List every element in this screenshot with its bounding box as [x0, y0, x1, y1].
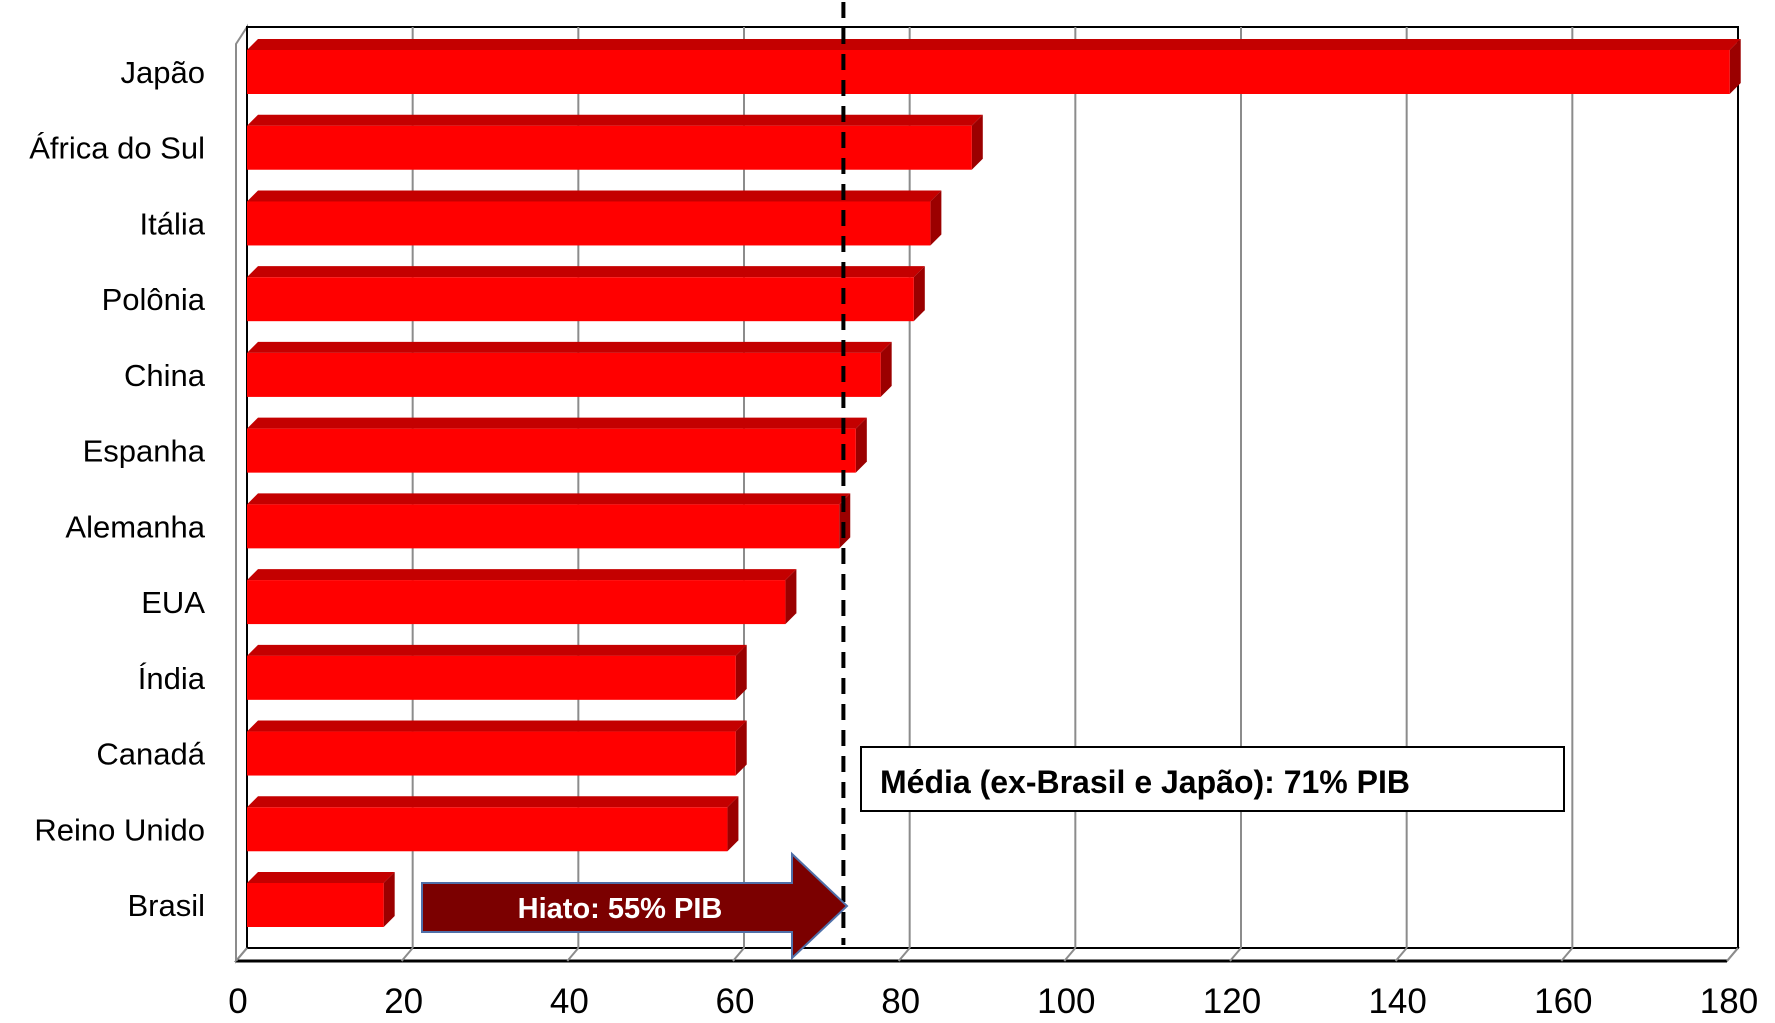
bar-side [383, 872, 395, 927]
floor-gridline [235, 947, 248, 962]
average-annotation-text: Média (ex-Brasil e Japão): 71% PIB [880, 764, 1410, 800]
category-label: Brasil [127, 888, 205, 923]
floor-gridline [1229, 947, 1242, 962]
plot-frame [246, 26, 1739, 949]
category-label: Espanha [83, 434, 206, 469]
x-tick-label: 180 [1700, 982, 1758, 1021]
bar-side [735, 720, 747, 776]
bar-side [930, 190, 942, 246]
bar [247, 883, 384, 927]
category-label: Canadá [96, 737, 205, 772]
floor-gridline [1560, 947, 1574, 962]
bars [247, 39, 1741, 927]
average-annotation-box [860, 746, 1565, 812]
bar-top [247, 266, 925, 278]
gap-arrow [421, 851, 849, 961]
bar [247, 504, 840, 549]
bar-top [247, 114, 983, 126]
x-tick-labels: 0 20 40 60 80 100 120 140 160 180 [228, 982, 1758, 1021]
bar-top [247, 39, 1741, 50]
x-tick-label: 160 [1534, 982, 1592, 1021]
x-tick-label: 60 [716, 982, 755, 1021]
bar [247, 201, 931, 246]
floor-gridline [1726, 947, 1739, 962]
bar-top [247, 417, 867, 429]
bar [247, 428, 856, 473]
floor-gridline [1063, 947, 1077, 962]
bar-top [247, 569, 797, 581]
x-tick-label: 100 [1037, 982, 1095, 1021]
bar-top [247, 644, 747, 656]
bar [247, 50, 1730, 94]
bar-top [247, 190, 942, 202]
bar-side [880, 341, 892, 397]
x-tick-label: 80 [881, 982, 920, 1021]
bar [247, 125, 972, 170]
x-tick-label: 120 [1203, 982, 1261, 1021]
bar-side [727, 796, 739, 852]
category-label: África do Sul [29, 131, 205, 166]
bar [247, 277, 914, 322]
left-wall [235, 23, 248, 964]
bar-top [247, 872, 395, 883]
category-label: Japão [121, 55, 205, 90]
bar-side [855, 417, 867, 473]
bar [247, 655, 736, 700]
x-tick-label: 20 [384, 982, 423, 1021]
category-label: Alemanha [65, 509, 205, 544]
bar-side [1729, 39, 1741, 94]
bar-side [785, 569, 797, 625]
category-label: China [124, 358, 206, 393]
floor-gridline [732, 947, 745, 962]
bar-top [247, 341, 892, 353]
bar-side [913, 266, 925, 322]
bar-top [247, 720, 747, 732]
x-tick-label: 140 [1368, 982, 1426, 1021]
bar [247, 731, 736, 776]
bar [247, 807, 728, 852]
floor-gridline [400, 947, 414, 962]
bar-top [247, 796, 739, 808]
gap-annotation: Hiato: 55% PIB [421, 851, 849, 961]
floor [233, 947, 1741, 962]
bar-side [971, 114, 983, 170]
bar [247, 580, 786, 625]
category-label: Itália [140, 206, 206, 241]
x-tick-label: 0 [228, 982, 247, 1021]
floor-gridline [897, 947, 911, 962]
average-annotation: Média (ex-Brasil e Japão): 71% PIB [860, 746, 1565, 812]
category-label: Reino Unido [34, 812, 205, 847]
gap-annotation-text: Hiato: 55% PIB [518, 893, 723, 925]
bar-side [735, 644, 747, 700]
category-label: Polônia [102, 282, 206, 317]
category-label: Índia [138, 661, 206, 696]
bar-top [247, 493, 851, 505]
x-tick-label: 40 [550, 982, 589, 1021]
category-label: EUA [141, 585, 205, 620]
floor-gridline [566, 947, 580, 962]
bar [247, 352, 881, 397]
category-labels: Japão África do Sul Itália Polônia China Espa… [29, 55, 206, 923]
floor-gridline [1394, 947, 1408, 962]
